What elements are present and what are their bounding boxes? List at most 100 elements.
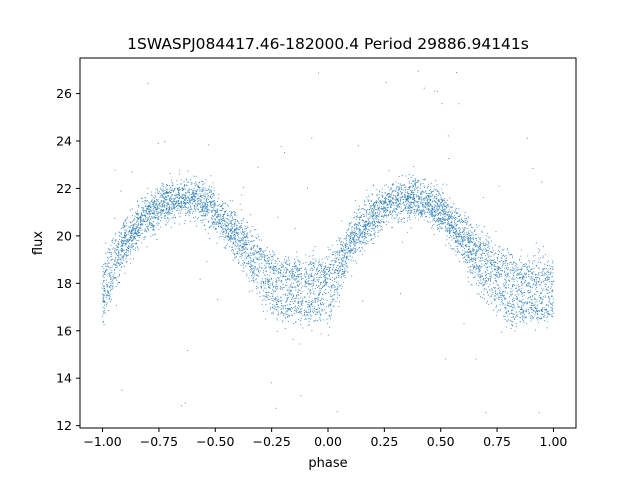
data-point bbox=[280, 300, 282, 303]
data-point bbox=[177, 193, 179, 195]
data-point bbox=[528, 265, 530, 267]
data-point bbox=[249, 257, 251, 259]
data-point bbox=[232, 235, 234, 237]
data-point bbox=[402, 241, 404, 243]
data-point bbox=[232, 218, 234, 220]
data-point bbox=[365, 232, 367, 234]
data-point bbox=[512, 309, 514, 311]
data-point bbox=[278, 298, 280, 300]
data-point bbox=[295, 321, 297, 323]
data-point bbox=[121, 262, 123, 264]
data-point bbox=[213, 225, 215, 228]
data-point bbox=[305, 276, 307, 278]
data-point bbox=[356, 226, 358, 229]
data-point bbox=[272, 300, 274, 302]
data-point bbox=[260, 285, 262, 287]
data-point bbox=[312, 312, 314, 314]
data-point bbox=[277, 287, 279, 289]
data-point bbox=[314, 300, 316, 302]
data-point bbox=[365, 204, 367, 206]
data-point bbox=[113, 269, 116, 271]
data-point bbox=[491, 270, 493, 272]
data-point bbox=[265, 287, 267, 289]
data-point bbox=[189, 198, 191, 200]
data-point bbox=[249, 266, 251, 269]
data-point bbox=[434, 215, 436, 217]
data-point bbox=[157, 213, 159, 215]
data-point bbox=[536, 310, 538, 312]
data-point bbox=[241, 194, 243, 196]
data-point bbox=[472, 258, 474, 260]
data-point bbox=[474, 229, 476, 231]
data-point bbox=[548, 312, 550, 314]
data-point bbox=[504, 274, 506, 276]
data-point bbox=[156, 211, 158, 213]
data-point bbox=[175, 187, 177, 189]
data-point bbox=[208, 212, 210, 214]
data-point bbox=[494, 269, 496, 271]
data-point bbox=[242, 260, 244, 262]
data-point bbox=[476, 252, 478, 254]
data-point bbox=[385, 82, 387, 84]
data-point bbox=[227, 227, 229, 229]
data-point bbox=[217, 215, 219, 218]
data-point bbox=[446, 207, 448, 209]
data-point bbox=[236, 251, 238, 253]
data-point bbox=[318, 284, 320, 287]
data-point bbox=[180, 203, 183, 205]
data-point bbox=[448, 219, 450, 221]
data-point bbox=[496, 267, 498, 269]
data-point bbox=[487, 291, 489, 293]
data-point bbox=[373, 234, 375, 236]
data-point bbox=[258, 256, 260, 258]
data-point bbox=[536, 299, 538, 301]
data-point bbox=[358, 241, 360, 243]
data-point bbox=[430, 191, 432, 194]
data-point bbox=[343, 268, 345, 270]
data-point bbox=[463, 227, 465, 229]
data-point bbox=[231, 222, 233, 225]
data-point bbox=[457, 220, 459, 222]
data-point bbox=[134, 223, 136, 225]
data-point bbox=[309, 293, 311, 295]
data-point bbox=[423, 205, 425, 207]
data-point bbox=[175, 193, 177, 195]
data-point bbox=[263, 281, 265, 283]
data-point bbox=[237, 247, 239, 249]
data-point bbox=[116, 261, 118, 263]
data-point bbox=[276, 285, 278, 288]
data-point bbox=[308, 284, 310, 286]
data-point bbox=[396, 203, 398, 205]
data-point bbox=[474, 275, 476, 277]
data-point bbox=[514, 307, 516, 309]
data-point bbox=[403, 217, 406, 219]
data-point bbox=[324, 257, 326, 259]
data-point bbox=[453, 232, 456, 234]
data-point bbox=[286, 289, 288, 291]
data-point bbox=[299, 311, 301, 313]
data-point bbox=[517, 273, 519, 275]
data-point bbox=[329, 303, 331, 305]
data-point bbox=[233, 210, 235, 213]
data-point bbox=[240, 256, 242, 258]
data-point bbox=[490, 274, 492, 276]
data-point bbox=[544, 277, 546, 279]
data-point bbox=[331, 309, 333, 312]
data-point bbox=[234, 256, 236, 258]
data-point bbox=[248, 240, 250, 242]
data-point bbox=[466, 250, 468, 252]
data-point bbox=[453, 217, 455, 220]
data-point bbox=[122, 259, 124, 261]
data-point bbox=[260, 249, 262, 251]
data-point bbox=[223, 217, 225, 219]
data-point bbox=[161, 182, 163, 184]
data-point bbox=[529, 270, 531, 272]
data-point bbox=[296, 312, 298, 314]
data-point bbox=[293, 258, 296, 260]
data-point bbox=[201, 197, 203, 199]
data-point bbox=[237, 243, 239, 245]
data-point bbox=[486, 302, 488, 304]
data-point bbox=[478, 241, 480, 243]
data-point bbox=[233, 224, 236, 226]
data-point bbox=[475, 255, 477, 257]
